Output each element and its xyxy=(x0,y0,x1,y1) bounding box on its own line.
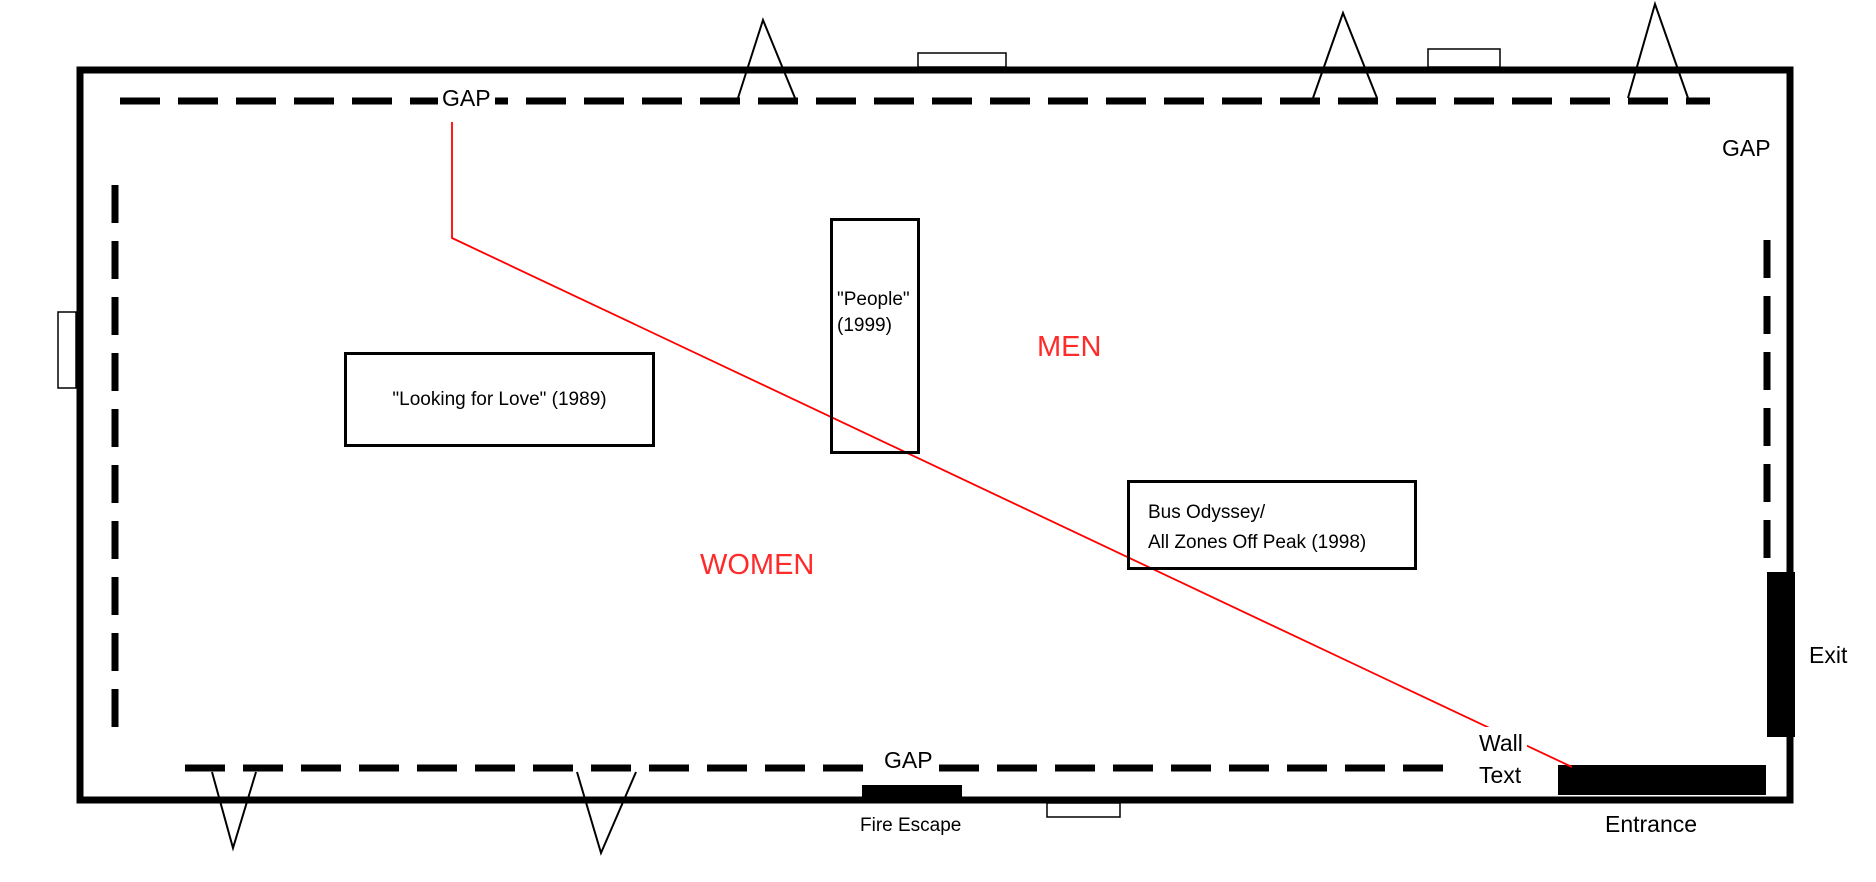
entrance-label: Entrance xyxy=(1605,811,1698,837)
light-cone-bottom-1 xyxy=(211,771,257,852)
wall-text-line-1: Wall xyxy=(1479,730,1523,756)
exit-door xyxy=(1767,572,1795,737)
gap-label-top: GAP xyxy=(438,85,495,113)
artwork-people-title: "People" xyxy=(837,289,910,310)
gender-divider-line xyxy=(451,122,1573,768)
wall-window-top-2 xyxy=(1427,48,1501,68)
fire-escape-label: Fire Escape xyxy=(860,815,962,836)
artwork-looking-for-love: "Looking for Love" (1989) xyxy=(344,352,655,447)
artwork-bus-odyssey-subtitle: All Zones Off Peak (1998) xyxy=(1148,532,1367,553)
artwork-bus-odyssey-title: Bus Odyssey/ xyxy=(1148,502,1266,523)
zone-label-women: WOMEN xyxy=(700,549,815,581)
light-cone-bottom-2 xyxy=(576,771,637,856)
gap-label-bottom: GAP xyxy=(878,747,939,775)
light-cone-top-1 xyxy=(737,17,796,99)
artwork-people: "People" (1999) xyxy=(830,218,920,454)
wall-text-line-2: Text xyxy=(1479,762,1522,788)
exit-label: Exit xyxy=(1809,642,1848,668)
wall-text-label: Wall Text xyxy=(1475,727,1527,791)
artwork-people-year: (1999) xyxy=(837,315,892,336)
light-cone-top-2 xyxy=(1312,10,1378,99)
wall-window-left xyxy=(57,311,77,389)
wall-window-bottom xyxy=(1046,802,1121,818)
zone-label-men: MEN xyxy=(1037,331,1102,363)
artwork-bus-odyssey: Bus Odyssey/ All Zones Off Peak (1998) xyxy=(1127,480,1417,570)
entrance-door xyxy=(1558,765,1766,795)
wall-window-top-1 xyxy=(917,52,1007,68)
room-outline xyxy=(76,66,1794,804)
fire-escape-door xyxy=(862,785,962,799)
gap-label-right: GAP xyxy=(1722,135,1771,161)
artwork-looking-for-love-title: "Looking for Love" (1989) xyxy=(392,388,607,410)
light-cone-top-3 xyxy=(1627,0,1689,99)
